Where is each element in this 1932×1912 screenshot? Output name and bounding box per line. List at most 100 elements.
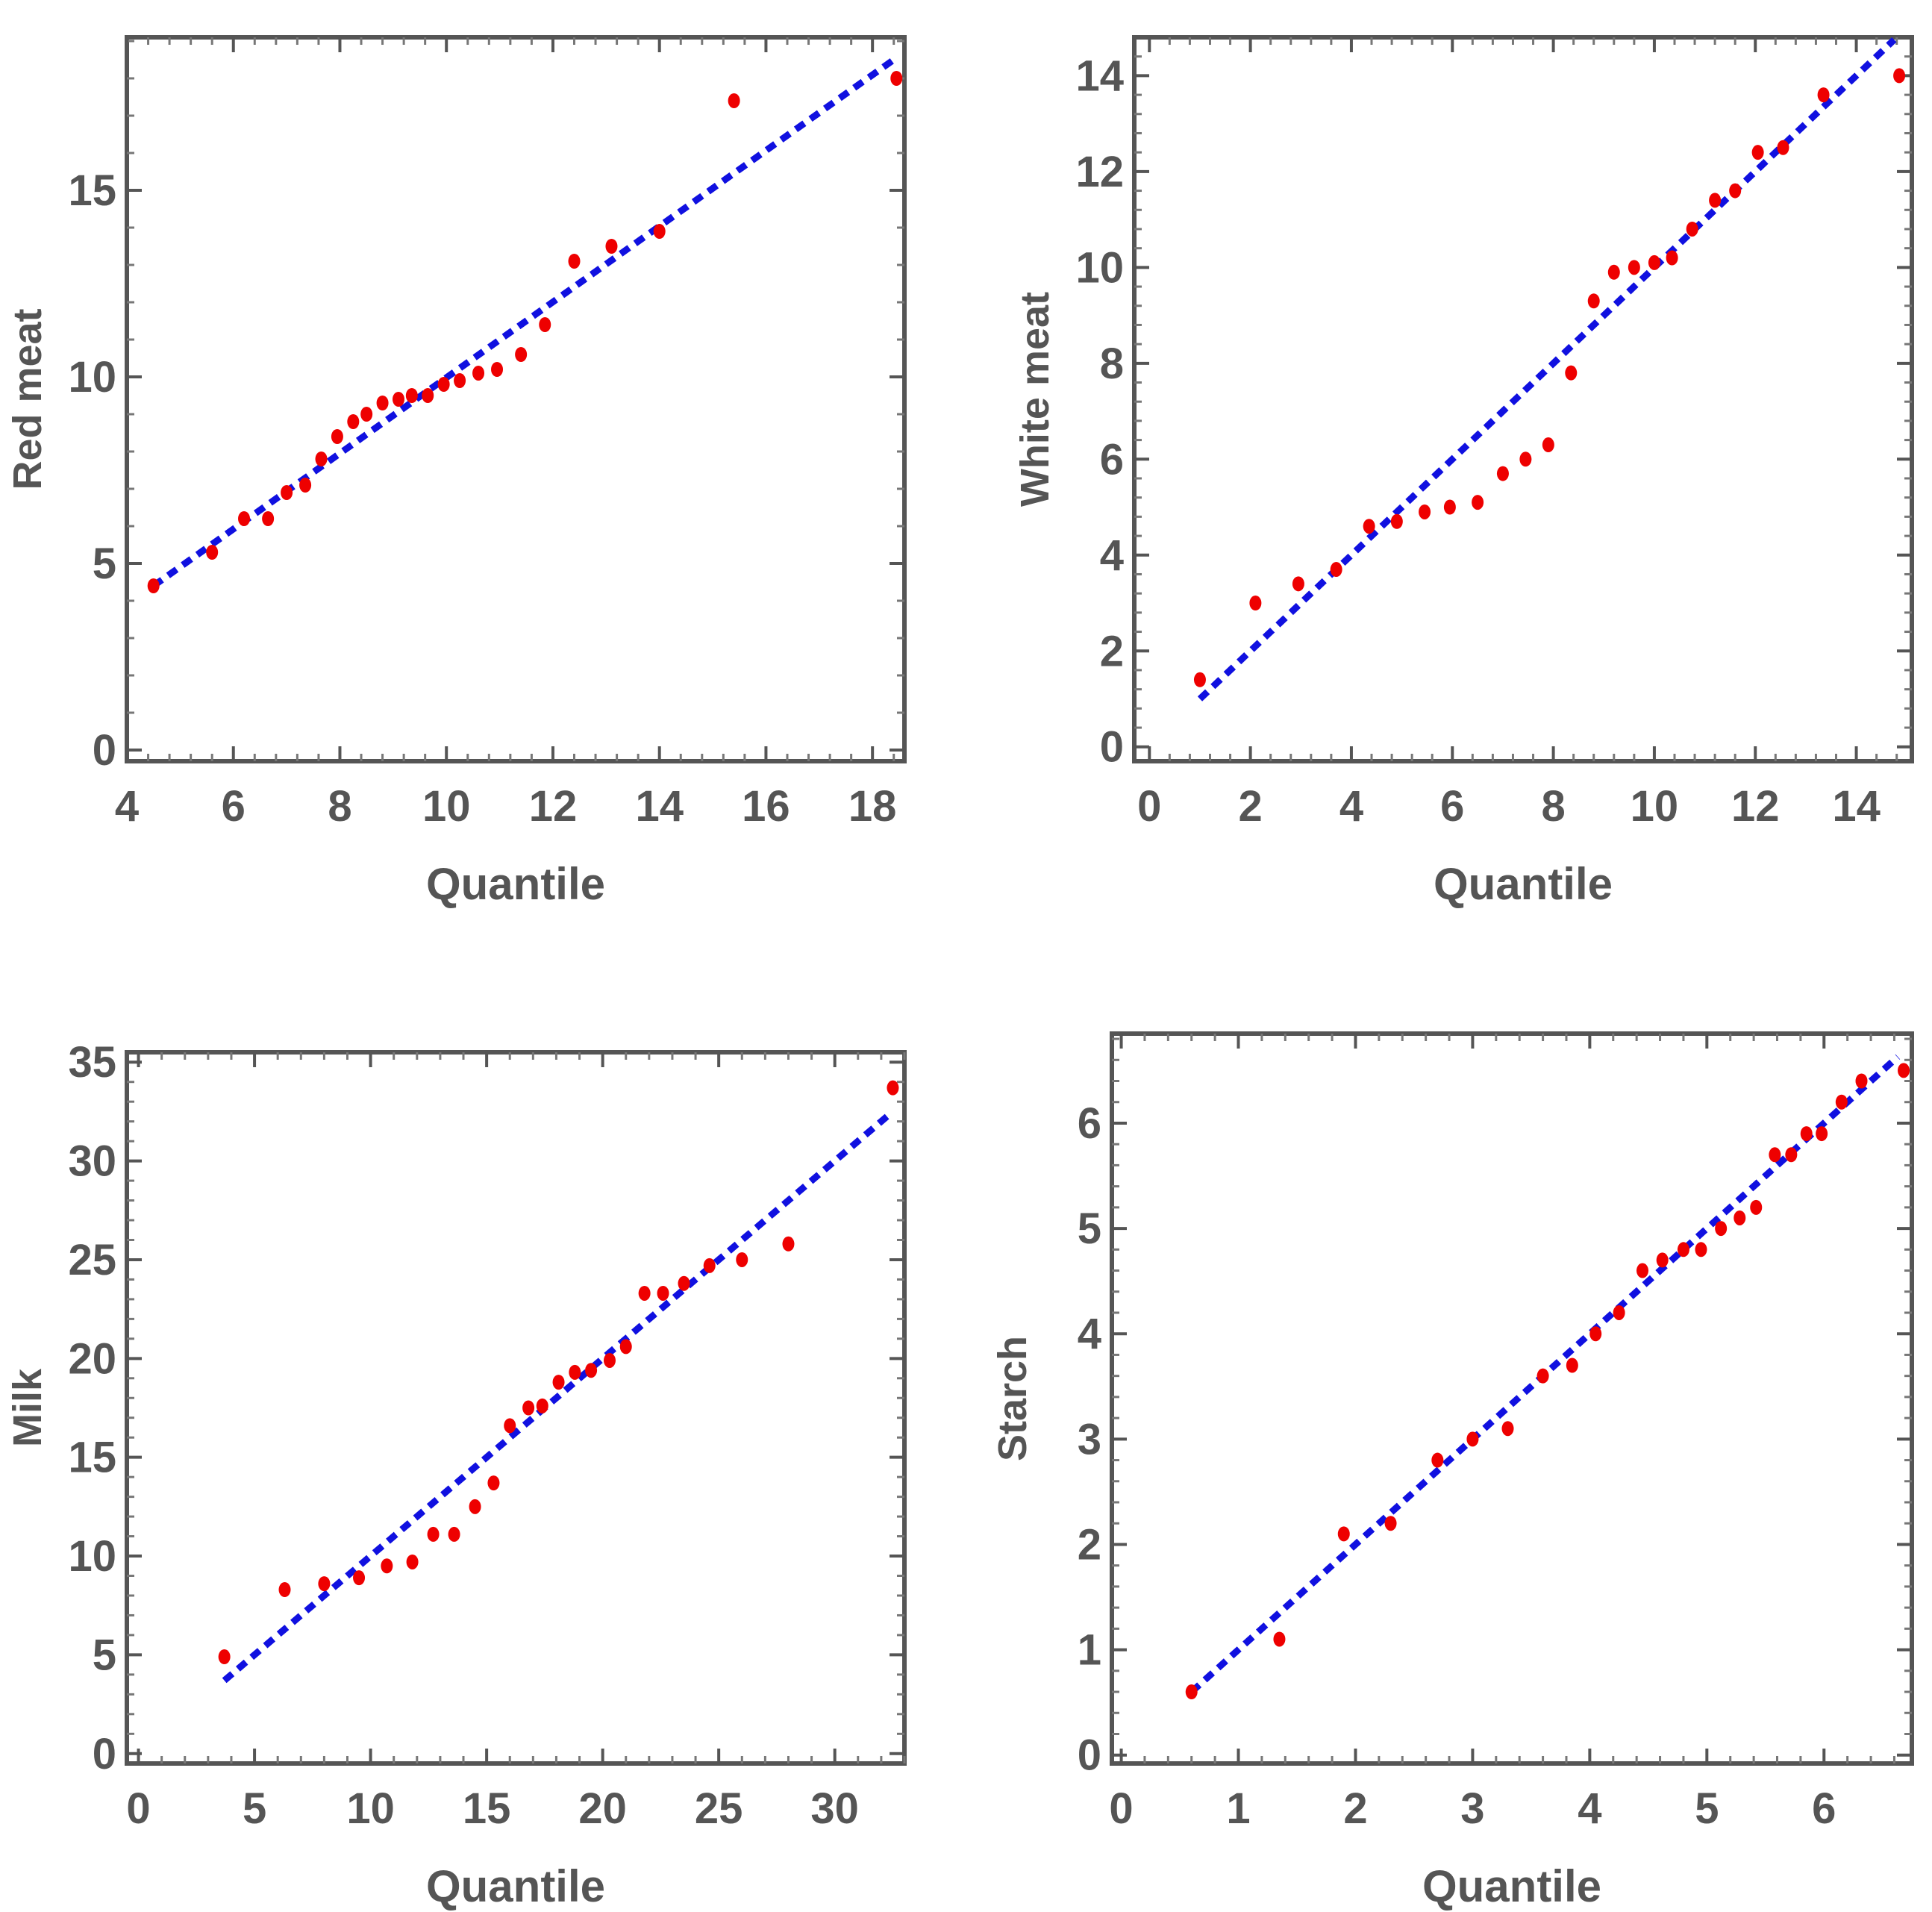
data-point	[1542, 437, 1554, 453]
x-tick-label: 6	[1812, 1784, 1836, 1833]
data-point	[603, 1352, 616, 1368]
data-point	[1835, 1094, 1848, 1110]
data-point	[360, 407, 373, 422]
data-point	[887, 1080, 899, 1096]
x-tick-label: 6	[222, 782, 246, 831]
data-point	[1589, 1326, 1602, 1342]
y-tick-label: 0	[93, 1730, 116, 1778]
data-point	[454, 373, 466, 388]
data-point	[376, 396, 389, 410]
data-point	[1384, 1516, 1397, 1531]
y-tick-label: 6	[1078, 1099, 1101, 1148]
y-tick-label: 25	[68, 1236, 116, 1284]
data-point	[1565, 365, 1578, 381]
data-point	[1777, 140, 1789, 155]
data-point	[1751, 145, 1764, 160]
data-point	[657, 1285, 669, 1301]
data-point	[278, 1582, 291, 1598]
data-point	[515, 347, 528, 362]
data-point	[653, 224, 666, 239]
x-tick-label: 14	[1832, 782, 1881, 831]
data-point	[281, 485, 293, 500]
data-point	[406, 1554, 419, 1569]
data-point	[1750, 1199, 1763, 1215]
y-tick-label: 12	[1075, 148, 1124, 196]
y-tick-label: 10	[1075, 243, 1124, 292]
data-point	[638, 1285, 651, 1301]
data-point	[1817, 87, 1830, 103]
data-point	[491, 362, 504, 377]
y-tick-label: 0	[1100, 723, 1124, 772]
data-point	[1390, 513, 1403, 529]
x-tick-label: 0	[126, 1784, 150, 1833]
y-axis-label: Milk	[5, 1368, 50, 1447]
y-tick-label: 2	[1100, 627, 1124, 675]
data-point	[890, 71, 903, 86]
data-point	[315, 452, 328, 466]
data-point	[678, 1275, 690, 1291]
data-point	[536, 1398, 548, 1413]
x-tick-label: 25	[695, 1784, 743, 1833]
x-tick-label: 5	[1695, 1784, 1719, 1833]
y-tick-label: 8	[1100, 340, 1124, 388]
y-tick-label: 0	[93, 726, 116, 775]
data-point	[469, 1499, 481, 1514]
data-point	[1729, 183, 1742, 199]
data-point	[206, 545, 219, 560]
y-tick-label: 3	[1078, 1415, 1101, 1463]
y-tick-label: 5	[93, 540, 116, 588]
x-tick-label: 14	[635, 782, 684, 831]
data-point	[1536, 1368, 1549, 1384]
data-point	[1666, 250, 1678, 266]
x-tick-label: 6	[1440, 782, 1464, 831]
data-point	[1636, 1263, 1649, 1278]
data-point	[218, 1649, 231, 1665]
data-point	[1566, 1358, 1578, 1373]
data-point	[728, 93, 740, 108]
x-tick-label: 3	[1460, 1784, 1484, 1833]
data-point	[422, 388, 434, 403]
data-point	[262, 511, 275, 526]
y-tick-label: 4	[1100, 531, 1124, 580]
data-point	[347, 414, 360, 429]
x-tick-label: 8	[328, 782, 351, 831]
x-tick-label: 4	[115, 782, 139, 831]
y-tick-label: 2	[1078, 1520, 1101, 1569]
data-point	[1648, 254, 1660, 270]
data-point	[147, 578, 160, 593]
y-tick-label: 4	[1078, 1310, 1101, 1358]
data-point	[1800, 1126, 1813, 1142]
data-point	[487, 1475, 500, 1491]
reference-line	[151, 57, 896, 589]
reference-line	[222, 1110, 893, 1684]
y-axis-label: Starch	[990, 1336, 1035, 1461]
x-tick-label: 2	[1238, 782, 1262, 831]
x-tick-label: 0	[1109, 1784, 1133, 1833]
data-point	[1273, 1631, 1286, 1647]
data-point	[736, 1252, 748, 1267]
data-point	[1898, 1063, 1910, 1078]
chart-panel-4: 0 1 2 3 4 5 6 0 1 2 3 4 5 6 Quantile Starch	[990, 1031, 1914, 1911]
data-point	[1686, 221, 1698, 237]
x-tick-label: 15	[463, 1784, 511, 1833]
data-point	[381, 1558, 393, 1574]
y-tick-label: 30	[68, 1137, 116, 1186]
data-point	[1587, 293, 1600, 309]
plot-frame	[125, 1050, 907, 1766]
data-point	[1855, 1073, 1868, 1089]
data-point	[1330, 562, 1342, 578]
x-tick-label: 12	[529, 782, 578, 831]
y-tick-label: 10	[68, 1532, 116, 1581]
data-point	[318, 1576, 331, 1592]
y-tick-label: 10	[68, 353, 116, 402]
x-tick-label: 10	[1631, 782, 1679, 831]
data-point	[448, 1526, 460, 1542]
data-point	[1292, 576, 1304, 592]
data-point	[1337, 1526, 1350, 1542]
x-tick-label: 16	[742, 782, 790, 831]
plot-frame	[1132, 35, 1914, 763]
data-point	[1785, 1147, 1798, 1163]
x-axis-label: Quantile	[426, 1861, 605, 1911]
data-point	[1193, 672, 1206, 687]
data-point	[552, 1375, 565, 1390]
